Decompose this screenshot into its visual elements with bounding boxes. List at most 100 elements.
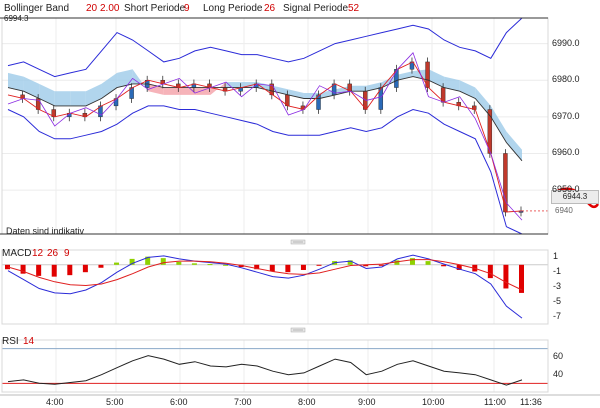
macd-histogram-bar [176,261,182,265]
cloud-segment-bullish [226,82,242,88]
cloud-segment-bullish [303,93,320,99]
cloud-segment-bullish [381,74,398,88]
divider-grip-icon [290,239,306,245]
rsi-title: RSI [2,336,19,347]
macd-histogram-bar [5,264,10,270]
bollinger-title: Bollinger Band [4,3,70,14]
macd-tick-label: 1 [553,251,559,262]
macd-histogram-bar [519,264,524,293]
candle-body [503,153,508,213]
cloud-segment-bullish [272,85,289,95]
time-tick-label: 9:00 [358,397,376,407]
cloud-segment-bullish [70,91,86,106]
cloud-segment-bullish [490,105,507,143]
cloud-segment-bullish [241,82,258,88]
kijun-line [7,52,523,221]
rsi-param: 14 [23,336,35,347]
short-value: 9 [184,3,190,14]
macd-histogram-bar [160,258,166,265]
cloud-segment-bearish [210,82,227,95]
bb-dev: 2.00 [100,3,120,14]
rsi-tick-label: 40 [553,368,564,379]
macd-histogram-bar [145,256,151,265]
candle-body [129,87,134,99]
long-label: Long Periode [203,3,263,14]
cloud-segment-bullish [288,89,304,99]
data-notice: Daten sind indikativ [6,226,85,236]
cloud-segment-bullish [366,82,382,92]
cloud-segment-bullish [132,69,149,92]
macd-histogram-bar [82,264,88,273]
cloud-segment-bullish [475,87,491,117]
price-tag-partial: 6940 [555,206,573,215]
cloud-segment-bullish [444,76,460,92]
candle-body [98,105,103,118]
cloud-segment-bullish [101,72,118,99]
rsi-line [7,355,523,386]
rsi-tick-label: 60 [553,351,564,362]
cloud-segment-bullish [397,71,413,81]
divider-grip-icon [290,327,306,333]
macd-param-3: 9 [64,248,70,259]
macd-param-1: 12 [32,248,44,259]
macd-histogram-bar [191,263,197,265]
macd-histogram-bar [114,262,120,265]
macd-histogram-bar [67,264,73,276]
macd-histogram-bar [347,260,353,265]
candle-body [51,109,56,118]
time-tick-label: 6:00 [170,397,188,407]
macd-tick-label: -7 [553,310,562,321]
time-tick-label: 7:00 [234,397,252,407]
cloud-segment-bullish [506,131,522,161]
candle-body [425,61,430,88]
cloud-segment-bearish [163,87,180,95]
macd-histogram-bar [269,264,275,272]
signal-value: 52 [348,3,360,14]
short-label: Short Periode [124,3,186,14]
macd-histogram-bar [51,264,57,277]
indicator-lines [7,17,600,235]
macd-histogram-bar [129,258,135,265]
time-tick-label: 8:00 [298,397,316,407]
long-value: 26 [264,3,276,14]
macd-histogram-bar [254,264,260,270]
overlay-tag: 6994.3 [4,14,29,23]
macd-histogram-bar [441,264,447,267]
panel-frame [0,17,600,396]
price-tick-label: 6970.0 [552,110,580,121]
time-tick-label: 11:36 [520,397,542,407]
cloud-segment-bullish [428,69,445,88]
cloud-segment-bullish [23,76,40,99]
macd-panel-border [1,249,549,325]
macd-panel [2,254,548,319]
macd-histogram-bar [98,264,104,268]
macd-histogram-bar [223,264,229,266]
macd-histogram-bar [378,264,384,266]
macd-histogram-bar [456,264,462,270]
macd-histogram-bar [503,264,509,289]
price-tick-label: 6990.0 [552,37,580,48]
cloud-segment-bullish [8,72,24,92]
macd-line [7,254,523,319]
macd-histogram-bar [394,260,400,265]
current-price-tag: 6944.3 [551,190,599,204]
macd-histogram-bar [36,264,42,276]
candle-body [35,98,41,110]
macd-histogram-bar [487,264,493,279]
macd-histogram-bar [316,264,322,266]
macd-param-2: 26 [47,248,59,259]
candle-body [487,109,493,154]
cloud-segment-bullish [350,85,367,92]
price-tick-label: 6960.0 [552,147,580,158]
price-tick-label: 6980.0 [552,74,580,85]
macd-histogram-bar [207,264,213,266]
macd-title: MACD [2,248,32,259]
macd-signal-line [7,259,523,291]
candle-body [316,94,321,110]
time-tick-label: 10:00 [422,397,445,407]
macd-histogram-bar [363,264,369,267]
macd-histogram-bar [425,261,431,265]
cloud-segment-bullish [54,91,71,106]
macd-histogram-bar [285,264,291,273]
lower-band-line [7,105,523,235]
